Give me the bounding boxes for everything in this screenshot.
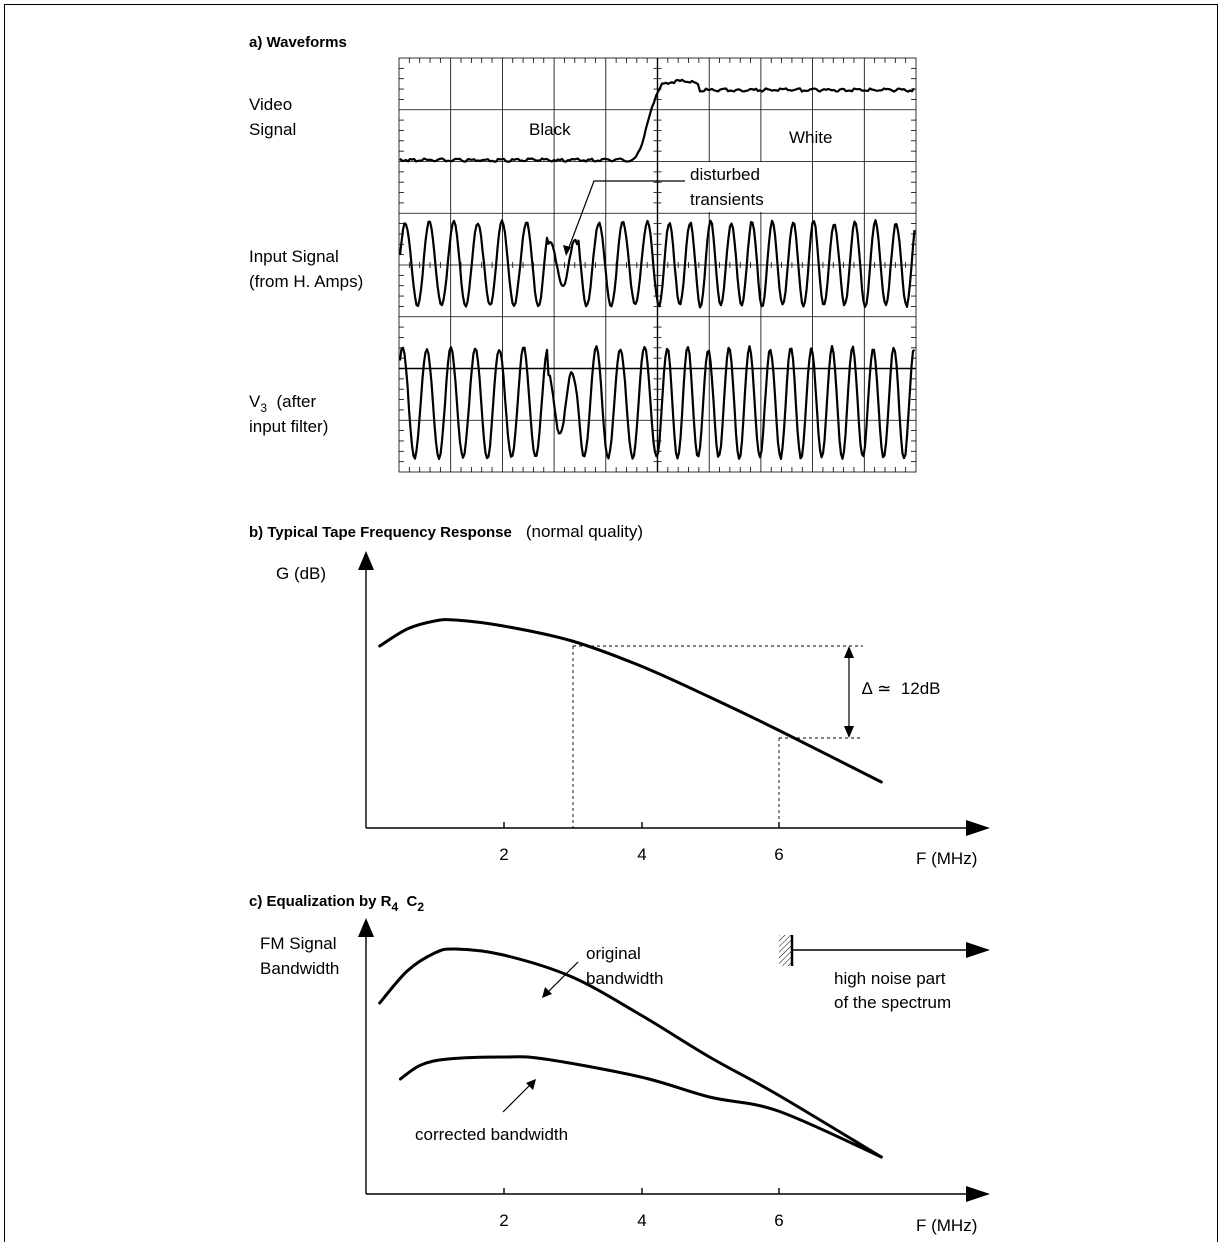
corrected-arrowhead — [526, 1079, 536, 1090]
noise-label-1: high noise part — [834, 969, 946, 988]
corrected-leader-line — [502, 1083, 532, 1113]
row-video-label-1: Video — [249, 95, 292, 114]
delta-arrow-up — [844, 646, 854, 658]
transient-arrowhead — [563, 245, 571, 256]
panel-a-title: a) Waveforms — [249, 34, 347, 51]
panel-b-x-axis-label: F (MHz) — [916, 849, 977, 868]
white-label: White — [789, 128, 832, 147]
transient-leader-line — [567, 180, 685, 251]
video-signal-trace — [399, 78, 915, 163]
figure-frame — [4, 4, 1218, 1242]
panel-b-y-axis-label: G (dB) — [276, 564, 326, 583]
original-bandwidth-curve — [378, 947, 883, 1159]
panel-c-y-axis-label-1: FM Signal — [260, 934, 337, 953]
disturbed-transients-label-1: disturbed — [690, 165, 760, 184]
panel-c-tick-label-2: 2 — [499, 1211, 508, 1230]
v3-signal-trace — [398, 345, 916, 460]
original-bandwidth-label-1: original — [586, 944, 641, 963]
row-v3-label-2: input filter) — [249, 417, 328, 436]
panel-b-tick-label-6: 6 — [774, 845, 783, 864]
original-bandwidth-label-2: bandwidth — [586, 969, 664, 988]
panel-b-x-arrowhead — [966, 820, 990, 836]
black-label: Black — [529, 120, 571, 139]
panel-c-y-arrowhead — [358, 918, 374, 937]
panel-b-tick-label-2: 2 — [499, 845, 508, 864]
row-v3-label-1: V3 (after — [249, 392, 316, 415]
corrected-bandwidth-label: corrected bandwidth — [415, 1125, 568, 1144]
corrected-bandwidth-curve — [398, 1055, 883, 1159]
panel-c-x-axis-label: F (MHz) — [916, 1216, 977, 1235]
original-leader-line — [546, 961, 579, 994]
panel-c-x-arrowhead — [966, 1186, 990, 1202]
note-backdrop — [682, 162, 790, 212]
panel-c-y-axis-label-2: Bandwidth — [260, 959, 339, 978]
delta-label: ∆ ≃ 12dB — [862, 679, 941, 698]
tape-response-curve — [378, 618, 883, 784]
noise-range-arrowhead — [966, 942, 990, 958]
delta-arrow-down — [844, 726, 854, 738]
row-input-label-1: Input Signal — [249, 247, 339, 266]
panel-b-y-arrowhead — [358, 551, 374, 570]
disturbed-transients-label-2: transients — [690, 190, 764, 209]
panel-b-tick-label-4: 4 — [637, 845, 646, 864]
row-video-label-2: Signal — [249, 120, 296, 139]
input-signal-trace — [398, 219, 916, 309]
panel-b-title: b) Typical Tape Frequency Response (norma… — [249, 522, 643, 541]
original-arrowhead — [542, 987, 552, 998]
row-input-label-2: (from H. Amps) — [249, 272, 363, 291]
panel-c-tick-label-4: 4 — [637, 1211, 646, 1230]
noise-boundary-hatch — [779, 935, 791, 966]
panel-c-tick-label-6: 6 — [774, 1211, 783, 1230]
panel-c-title: c) Equalization by R4 C2 — [249, 893, 424, 914]
noise-label-2: of the spectrum — [834, 993, 951, 1012]
